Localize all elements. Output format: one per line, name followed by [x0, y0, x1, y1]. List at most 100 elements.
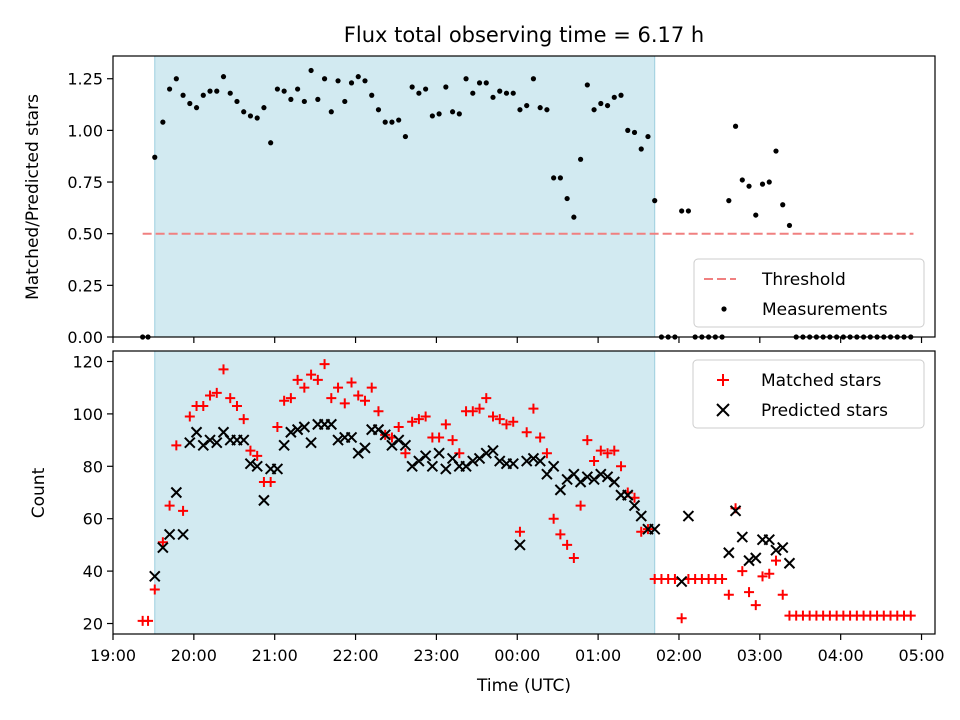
measurement-point [362, 78, 368, 84]
predicted-star-point [177, 528, 189, 541]
predicted-star-point [628, 499, 641, 512]
measurement-point [241, 109, 247, 115]
matched-star-point [521, 427, 532, 438]
legend-label: Matched stars [761, 371, 881, 391]
predicted-star-point [601, 471, 614, 483]
measurement-point [476, 80, 483, 86]
measurement-point [537, 105, 543, 111]
predicted-star-point [554, 484, 567, 496]
matched-star-point [143, 615, 154, 626]
measurement-point [611, 94, 617, 100]
predicted-star-point [170, 486, 183, 499]
matched-star-point [312, 374, 323, 385]
measurement-point [207, 88, 213, 94]
matched-star-point [744, 587, 755, 598]
predicted-star-point [763, 533, 775, 546]
predicted-star-point [494, 455, 506, 467]
predicted-star-point [359, 442, 371, 454]
predicted-star-point [729, 505, 742, 517]
matched-star-point [440, 419, 451, 430]
measurement-point [295, 86, 301, 92]
measurement-point [443, 84, 449, 90]
measurement-point [524, 102, 530, 109]
predicted-star-point [426, 460, 439, 473]
measurement-point [483, 80, 489, 86]
x-tick-label: 05:00 [898, 646, 944, 665]
predicted-star-point [413, 455, 425, 467]
matched-star-point [272, 421, 283, 432]
x-tick-label: 00:00 [494, 646, 540, 665]
measurement-point [348, 80, 355, 86]
measurement-point [166, 86, 173, 92]
measurement-point [193, 105, 200, 111]
matched-star-point [339, 398, 350, 409]
predicted-star-point [608, 476, 620, 488]
predicted-star-point [325, 418, 338, 431]
matched-star-point [373, 406, 384, 417]
measurement-point [328, 109, 334, 115]
matched-star-point [508, 416, 519, 427]
measurement-point [652, 198, 658, 204]
matched-star-point [528, 403, 539, 414]
measurement-point [780, 202, 786, 208]
measurement-point [726, 198, 732, 204]
predicted-star-point [298, 421, 311, 433]
measurement-point [732, 123, 739, 129]
measurement-point [753, 212, 759, 218]
measurement-point [227, 90, 233, 96]
matched-star-point [265, 477, 276, 488]
measurement-point [679, 208, 685, 214]
predicted-star-point [211, 437, 223, 449]
measurement-point [416, 90, 422, 96]
measurement-point [342, 98, 348, 105]
matched-star-point [575, 500, 586, 511]
measurement-point [389, 119, 395, 125]
predicted-star-point [190, 426, 203, 438]
predicted-star-point [157, 541, 169, 554]
legend-label: Threshold [761, 270, 846, 290]
bottom-panel: 20 40 60 80 100 120 19:00 20:00 21:00 22:00 23:00 0… [72, 350, 945, 665]
predicted-star-point [204, 434, 216, 446]
matched-star-point [245, 445, 256, 456]
measurement-point [261, 105, 267, 111]
matched-star-point [562, 539, 573, 550]
predicted-star-point [386, 439, 398, 452]
measurement-point [571, 214, 577, 220]
measurement-point [746, 183, 752, 189]
x-tick-label: 23:00 [413, 646, 459, 665]
predicted-star-point [285, 426, 297, 438]
matched-star-point [353, 390, 364, 401]
matched-star-point [299, 382, 310, 393]
matched-star-point [434, 432, 445, 443]
matched-star-point [184, 411, 195, 422]
matched-star-point [407, 416, 418, 427]
measurement-point [786, 222, 793, 229]
measurement-point [214, 88, 220, 94]
predicted-star-point [581, 471, 594, 483]
measurement-point [281, 88, 287, 94]
matched-star-point [252, 450, 263, 461]
predicted-star-point [332, 434, 344, 446]
legend-box [692, 359, 925, 429]
measurement-point [160, 119, 166, 125]
predicted-star-point [440, 463, 452, 475]
x-tick-label: 01:00 [575, 646, 621, 665]
legend-measurement-swatch [721, 306, 727, 312]
predicted-star-point [238, 434, 250, 446]
measurement-point [274, 86, 280, 92]
predicted-star-point [467, 455, 479, 467]
measurement-point [355, 74, 361, 80]
matched-star-point [770, 555, 781, 566]
measurement-point [321, 76, 328, 82]
predicted-star-point [487, 444, 499, 457]
matched-star-point [905, 610, 916, 621]
predicted-star-point [433, 447, 445, 459]
predicted-star-point [345, 431, 358, 444]
measurement-point [200, 92, 206, 98]
matched-star-point [777, 589, 788, 600]
measurement-point [449, 109, 456, 115]
y-tick-label: 0.75 [67, 173, 103, 192]
matched-star-point [359, 395, 370, 406]
matched-star-point [723, 589, 734, 600]
measurement-point [584, 82, 590, 88]
